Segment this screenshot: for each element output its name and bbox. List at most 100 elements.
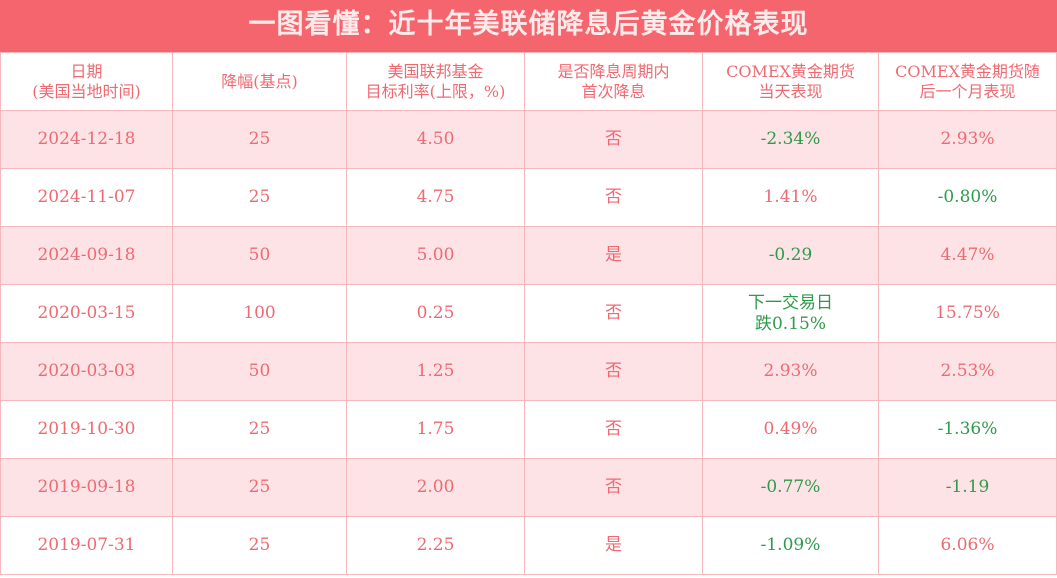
table-cell: 是 — [524, 516, 703, 575]
table-cell: 否 — [524, 168, 703, 227]
cell-text: 1.41% — [763, 187, 818, 207]
column-header-line: 目标利率(上限，%) — [365, 81, 506, 101]
column-header: COMEX黄金期货随 后一个月表现 — [878, 52, 1057, 111]
table-row: 2019-07-31 25 2.25 是 -1.09% 6.06% — [0, 516, 1057, 575]
cell-text: 2024-12-18 — [37, 129, 136, 149]
column-header: 是否降息周期内 首次降息 — [524, 52, 703, 111]
cell-text: -1.36% — [937, 419, 998, 439]
cell-text: 2.93% — [763, 361, 818, 381]
table-cell: 否 — [524, 342, 703, 401]
table-cell: 25 — [172, 168, 347, 227]
cell-text: -1.09% — [760, 535, 821, 555]
cell-text: 2.00 — [416, 477, 455, 497]
table-cell: 4.47% — [878, 226, 1057, 285]
cell-text: 2019-10-30 — [37, 419, 136, 439]
cell-text: 是 — [605, 245, 622, 265]
table-cell: 2020-03-15 — [0, 284, 173, 343]
column-header-line: COMEX黄金期货 — [726, 61, 855, 81]
cell-text: 跌0.15% — [754, 313, 826, 334]
cell-text: 25 — [248, 535, 271, 555]
table-cell: 25 — [172, 400, 347, 459]
column-header-line: 是否降息周期内 — [557, 61, 670, 81]
table-cell: 2.53% — [878, 342, 1057, 401]
table-cell: -1.19 — [878, 458, 1057, 517]
table-cell: -0.77% — [702, 458, 879, 517]
table-row: 2020-03-15 100 0.25 否 下一交易日 跌0.15% 15.75% — [0, 284, 1057, 343]
table-cell: 6.06% — [878, 516, 1057, 575]
cell-text: 5.00 — [416, 245, 455, 265]
table-cell: 50 — [172, 342, 347, 401]
column-header-line: 日期 — [70, 61, 103, 81]
table-cell: 25 — [172, 516, 347, 575]
table-row: 2024-11-07 25 4.75 否 1.41% -0.80% — [0, 168, 1057, 227]
cell-text: 2.93% — [940, 129, 995, 149]
table-cell: 2.93% — [878, 110, 1057, 169]
column-header-line: 首次降息 — [581, 81, 646, 101]
table-cell: 否 — [524, 400, 703, 459]
table-cell: 25 — [172, 110, 347, 169]
table-row: 2024-12-18 25 4.50 否 -2.34% 2.93% — [0, 110, 1057, 169]
cell-text: -0.80% — [937, 187, 998, 207]
table-cell: 15.75% — [878, 284, 1057, 343]
rate-cut-gold-table: 日期 (美国当地时间) 降幅(基点) 美国联邦基金 目标利率(上限，%) 是否降息周期内首… — [0, 52, 1057, 575]
table-row: 2024-09-18 50 5.00 是 -0.29 4.47% — [0, 226, 1057, 285]
cell-text: 0.49% — [763, 419, 818, 439]
cell-text: 0.25 — [416, 303, 455, 323]
cell-text: 2024-11-07 — [37, 187, 136, 207]
table-cell: 2.93% — [702, 342, 879, 401]
table-cell: 1.25 — [346, 342, 525, 401]
table-cell: 1.41% — [702, 168, 879, 227]
cell-text: 否 — [605, 419, 622, 439]
cell-text: -0.77% — [760, 477, 821, 497]
table-cell: 2019-10-30 — [0, 400, 173, 459]
column-header-line: 美国联邦基金 — [387, 61, 484, 81]
table-cell: -0.80% — [878, 168, 1057, 227]
cell-text: -2.34% — [760, 129, 821, 149]
table-cell: 否 — [524, 458, 703, 517]
table-cell: 2024-11-07 — [0, 168, 173, 227]
table-cell: 1.75 — [346, 400, 525, 459]
cell-text: 2019-09-18 — [37, 477, 136, 497]
cell-text: 否 — [605, 477, 622, 497]
cell-text: 2020-03-15 — [37, 303, 136, 323]
cell-text: 50 — [248, 245, 271, 265]
cell-text: 25 — [248, 477, 271, 497]
cell-text: 15.75% — [935, 303, 1000, 323]
table-row: 2020-03-03 50 1.25 否 2.93% 2.53% — [0, 342, 1057, 401]
cell-text: 2024-09-18 — [37, 245, 136, 265]
column-header-line: 后一个月表现 — [919, 81, 1016, 101]
table-cell: 2019-09-18 — [0, 458, 173, 517]
cell-text: 否 — [605, 303, 622, 323]
table-cell: 下一交易日 跌0.15% — [702, 284, 879, 343]
column-header-line: COMEX黄金期货随 — [895, 61, 1040, 81]
cell-text: 是 — [605, 535, 622, 555]
page-title: 一图看懂：近十年美联储降息后黄金价格表现 — [0, 0, 1057, 52]
table-cell: -1.09% — [702, 516, 879, 575]
table-cell: 否 — [524, 110, 703, 169]
cell-text: 否 — [605, 187, 622, 207]
column-header-line: 当天表现 — [758, 81, 823, 101]
table-cell: 100 — [172, 284, 347, 343]
column-header: COMEX黄金期货 当天表现 — [702, 52, 879, 111]
table-cell: 50 — [172, 226, 347, 285]
cell-text: 25 — [248, 419, 271, 439]
table-cell: 2024-09-18 — [0, 226, 173, 285]
table-cell: -0.29 — [702, 226, 879, 285]
table-cell: -2.34% — [702, 110, 879, 169]
table-row: 2019-09-18 25 2.00 否 -0.77% -1.19 — [0, 458, 1057, 517]
cell-text: 2.53% — [940, 361, 995, 381]
column-header: 降幅(基点) — [172, 52, 347, 111]
table-header-row: 日期 (美国当地时间) 降幅(基点) 美国联邦基金 目标利率(上限，%) 是否降息周期内首… — [0, 52, 1057, 111]
cell-text: 100 — [243, 303, 276, 323]
cell-text: 否 — [605, 361, 622, 381]
table-cell: 4.75 — [346, 168, 525, 227]
table-cell: 2.00 — [346, 458, 525, 517]
cell-text: 2.25 — [416, 535, 455, 555]
table-cell: 2.25 — [346, 516, 525, 575]
column-header-line: (美国当地时间) — [32, 81, 141, 101]
cell-text: 50 — [248, 361, 271, 381]
cell-text: 25 — [248, 187, 271, 207]
column-header: 日期 (美国当地时间) — [0, 52, 173, 111]
table-cell: 是 — [524, 226, 703, 285]
cell-text: 25 — [248, 129, 271, 149]
